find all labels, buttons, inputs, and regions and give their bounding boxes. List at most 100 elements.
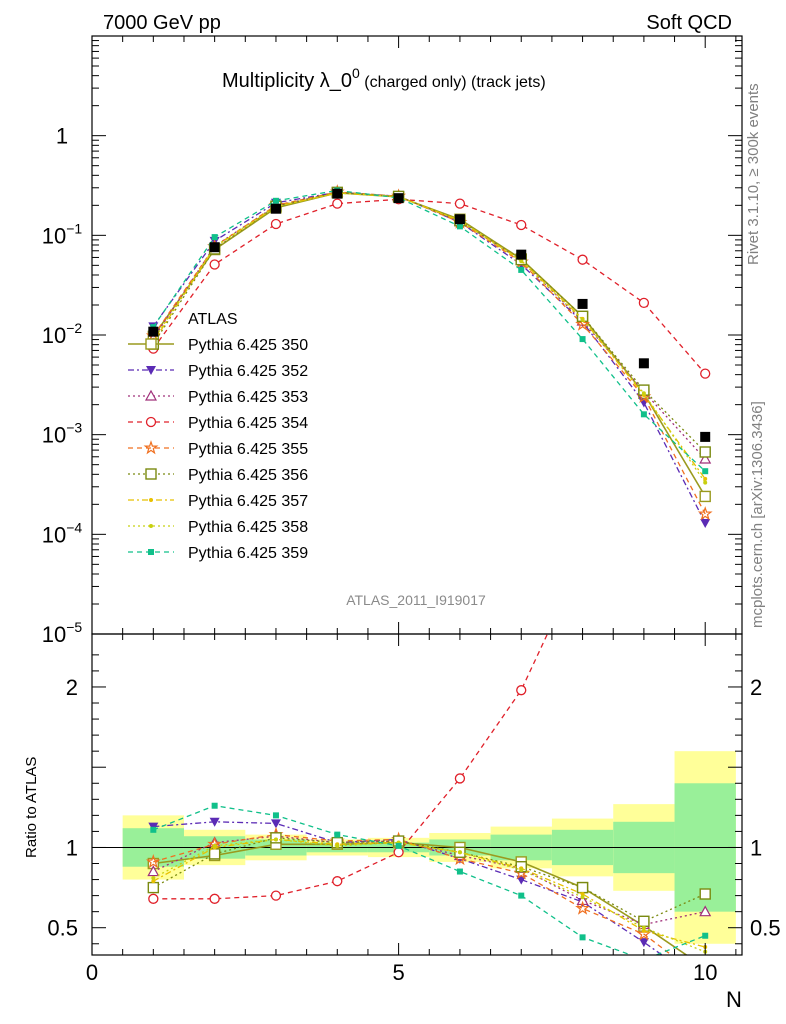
ratio-point-4 [148,893,159,904]
ratio-point-5 [575,900,591,915]
legend-label-1: Pythia 6.425 350 [188,337,308,354]
series-line-4 [152,198,706,375]
series-point-8 [641,391,646,396]
legend-marker-2 [146,366,156,375]
data-point [270,203,281,214]
legend-label-2: Pythia 6.425 352 [188,363,308,380]
ratio-point-9 [641,957,647,963]
plot-title: Multiplicity λ_00 (charged only) (track … [222,65,546,92]
legend: ATLAS Pythia 6.425 350 Pythia 6.425 352 Pyt… [128,311,308,562]
data-point [209,242,220,253]
ratio-point-9 [395,842,402,849]
y-tick-label-ratio-right: 1 [750,835,762,860]
series-point-5 [697,506,713,521]
reference-label: ATLAS_2011_I919017 [346,592,486,608]
series-point-4 [638,297,650,309]
data-point [700,431,711,442]
ratio-point-7 [580,892,585,897]
y-tick-label-main: 10−5 [42,619,83,647]
ratio-point-6 [147,881,160,894]
legend-marker-8 [149,524,153,528]
series-line-8 [152,192,706,484]
legend-label-4: Pythia 6.425 354 [188,415,308,432]
legend-label-9: Pythia 6.425 359 [188,545,308,562]
ratio-point-9 [518,892,525,899]
ratio-point-3 [147,865,160,877]
legend-marker-3 [144,389,158,401]
ratio-line-5 [153,833,673,955]
ratio-point-8 [335,843,340,848]
series-line-9 [152,189,706,472]
series-point-6 [699,446,711,458]
series-point-3 [699,452,712,464]
ratio-point-4 [209,893,220,904]
ratio-axis-label: Ratio to ATLAS [23,757,40,858]
ratio-point-3 [699,905,712,917]
y-tick-label-main: 10−1 [42,220,83,248]
title-main: Multiplicity λ_0 [222,70,352,92]
ratio-point-5 [145,854,161,869]
data-point [516,249,527,260]
data-point [577,298,588,309]
ratio-point-4 [516,685,527,696]
legend-label-data: ATLAS [188,311,238,328]
y-tick-label-ratio-left: 0.5 [47,916,78,941]
legend-label-5: Pythia 6.425 355 [188,441,308,458]
legend-marker-6 [145,468,157,480]
legend-label-3: Pythia 6.425 353 [188,389,308,406]
ratio-point-2 [209,817,220,827]
ratio-point-4 [701,313,710,322]
rivet-label: Rivet 3.1.10, ≥ 300k events [745,83,762,265]
series-point-4 [516,219,527,231]
ratio-point-7 [641,928,646,933]
beam-label: 7000 GeV pp [103,12,221,34]
series-point-8 [519,259,524,264]
ratio-point-2 [638,938,649,948]
ratio-uncertainty-bands [92,751,742,944]
y-tick-label-main: 10−2 [42,320,83,348]
ratio-point-8 [519,867,524,872]
series-point-4 [270,218,282,230]
legend-marker-1 [145,338,157,350]
x-tick-label: 5 [392,960,404,985]
ratio-point-8 [212,843,217,848]
ratio-point-4 [270,890,282,901]
legend-marker-4 [145,416,157,428]
series-point-5 [575,316,591,331]
ratio-point-6 [638,915,650,927]
data-point [454,214,465,225]
ratio-point-2 [270,819,281,829]
ratio-line-4 [153,634,549,900]
title-suffix: (charged only) (track jets) [360,74,546,91]
legend-label-6: Pythia 6.425 356 [188,467,308,484]
legend-marker-5 [143,440,159,455]
ratio-point-4 [578,554,587,563]
series-point-9 [579,336,586,343]
ratio-point-6 [576,881,589,894]
series-point-4 [454,198,466,209]
ratio-point-4 [332,876,343,887]
y-tick-label-ratio-left: 2 [66,675,78,700]
series-point-1 [699,490,711,503]
y-tick-label-main: 10−4 [42,519,83,547]
y-tick-label-ratio-left: 1 [66,835,78,860]
x-tick-label: 10 [693,960,717,985]
series-point-7 [703,476,708,481]
ratio-series-group [145,313,712,963]
x-axis-label: N [726,987,742,1012]
legend-marker-9 [148,549,154,555]
category-label: Soft QCD [646,12,732,34]
y-tick-label-ratio-right: 2 [750,675,762,700]
ratio-point-8 [641,925,646,930]
legend-label-7: Pythia 6.425 357 [188,493,308,510]
data-point [148,326,159,337]
series-point-4 [577,254,588,265]
y-tick-label-ratio-right: 0.5 [750,916,781,941]
ratio-point-8 [457,850,462,855]
ratio-point-8 [273,837,278,842]
ratio-point-9 [272,812,279,819]
data-point [638,358,649,369]
data-point [332,188,343,199]
reference-data-points [148,188,711,442]
series-point-9 [518,266,525,273]
